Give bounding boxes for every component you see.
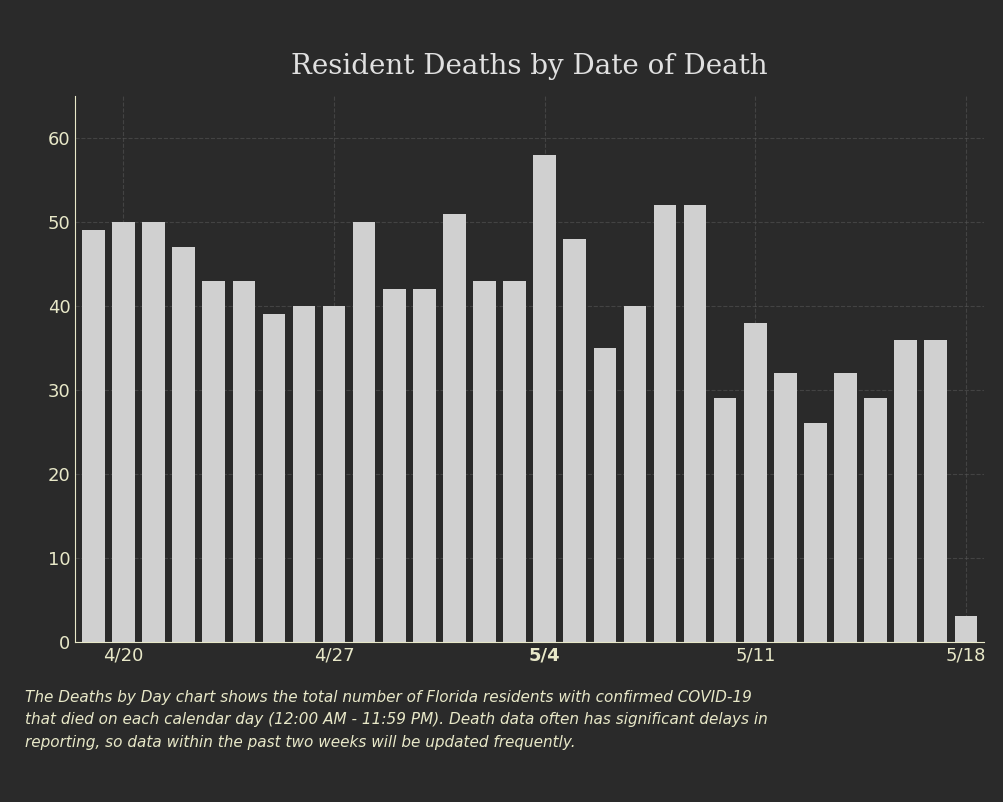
- Bar: [593, 348, 616, 642]
- Bar: [142, 222, 164, 642]
- Bar: [683, 205, 706, 642]
- Bar: [924, 339, 946, 642]
- Title: Resident Deaths by Date of Death: Resident Deaths by Date of Death: [291, 53, 767, 80]
- Bar: [293, 306, 315, 642]
- Bar: [954, 617, 976, 642]
- Bar: [322, 306, 345, 642]
- Bar: [533, 155, 556, 642]
- Bar: [803, 423, 825, 642]
- Bar: [503, 281, 526, 642]
- Bar: [173, 247, 195, 642]
- Bar: [112, 222, 134, 642]
- Bar: [382, 290, 405, 642]
- Bar: [563, 239, 586, 642]
- Bar: [412, 290, 435, 642]
- Text: The Deaths by Day chart shows the total number of Florida residents with confirm: The Deaths by Day chart shows the total …: [25, 691, 767, 750]
- Bar: [743, 322, 765, 642]
- Bar: [623, 306, 646, 642]
- Bar: [773, 373, 795, 642]
- Bar: [894, 339, 916, 642]
- Bar: [442, 213, 465, 642]
- Bar: [713, 399, 736, 642]
- Bar: [233, 281, 255, 642]
- Bar: [82, 230, 104, 642]
- Bar: [472, 281, 495, 642]
- Bar: [833, 373, 856, 642]
- Bar: [653, 205, 676, 642]
- Bar: [263, 314, 285, 642]
- Bar: [203, 281, 225, 642]
- Bar: [352, 222, 375, 642]
- Bar: [864, 399, 886, 642]
